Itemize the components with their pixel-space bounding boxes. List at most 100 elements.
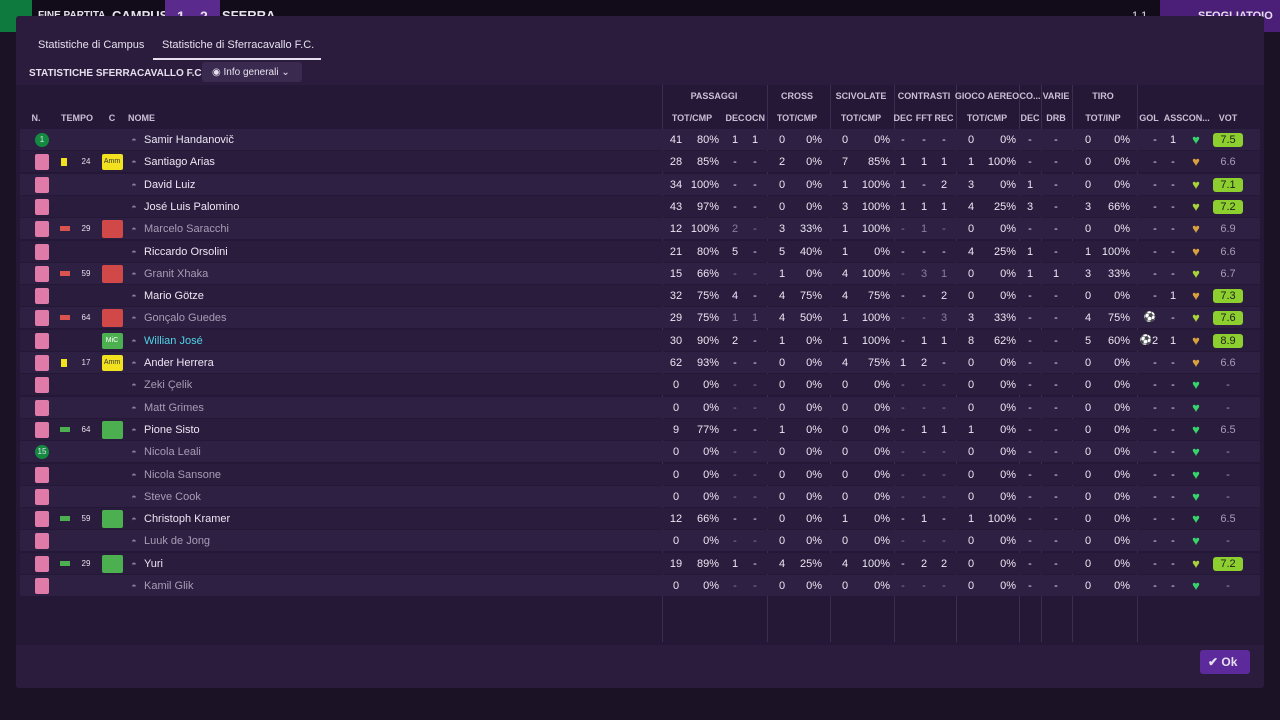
stat-cell: 0 bbox=[1084, 178, 1092, 191]
player-icon: ◓ bbox=[131, 581, 137, 591]
stat-cell: 60% bbox=[1107, 334, 1130, 347]
stat-cell: 0% bbox=[1114, 223, 1130, 236]
stat-cell: 0% bbox=[1114, 446, 1130, 459]
ok-text[interactable]: Ok bbox=[1221, 655, 1238, 669]
stat-cell: - bbox=[1028, 357, 1032, 369]
stat-cell: 0 bbox=[967, 223, 975, 236]
player-name[interactable]: Santiago Arias bbox=[144, 156, 215, 169]
stat-cell: 80% bbox=[696, 134, 719, 146]
stat-cell: - bbox=[901, 557, 905, 570]
rating: 8.9 bbox=[1220, 334, 1236, 347]
player-name[interactable]: Riccardo Orsolini bbox=[144, 245, 228, 258]
sub-icon bbox=[60, 426, 70, 432]
player-name[interactable]: Ander Herrera bbox=[144, 357, 214, 369]
ok-label[interactable]: ✔ Ok bbox=[1208, 655, 1238, 669]
stat-cell: 0% bbox=[874, 401, 890, 414]
stat-cell: 1 bbox=[751, 312, 759, 325]
stat-cell: - bbox=[1054, 557, 1058, 570]
stat-cell: - bbox=[1028, 156, 1032, 169]
player-name[interactable]: Nicola Leali bbox=[144, 446, 201, 459]
ok-button[interactable] bbox=[1200, 650, 1250, 674]
stat-cell: 0% bbox=[806, 468, 822, 481]
stat-cell: 29 bbox=[669, 312, 683, 325]
condition-heart: ♥ bbox=[1192, 265, 1200, 281]
stat-cell: - bbox=[733, 513, 737, 526]
stat-cell: 66% bbox=[696, 513, 719, 526]
stat-cell: 8 bbox=[967, 334, 975, 347]
stat-cell: - bbox=[753, 156, 757, 169]
stat-cell: 0 bbox=[778, 357, 786, 369]
stat-cell: - bbox=[1171, 156, 1175, 169]
stat-cell: 0% bbox=[874, 423, 890, 436]
player-name[interactable]: Willian José bbox=[144, 334, 203, 347]
stat-cell: 0 bbox=[1084, 223, 1092, 236]
stat-cell: - bbox=[901, 468, 905, 481]
player-name[interactable]: Zeki Çelik bbox=[144, 379, 193, 392]
player-name[interactable]: Granit Xhaka bbox=[144, 267, 209, 280]
stat-cell: 41 bbox=[669, 134, 683, 146]
stat-cell: 3 bbox=[967, 312, 975, 325]
player-name[interactable]: Matt Grimes bbox=[144, 401, 204, 414]
stat-cell: 0 bbox=[1084, 401, 1092, 414]
player-icon: ◓ bbox=[131, 246, 137, 257]
stat-cell: 0% bbox=[703, 468, 719, 481]
stat-cell: 2 bbox=[940, 178, 948, 191]
stat-cell: 1 bbox=[940, 334, 948, 347]
player-name[interactable]: Nicola Sansone bbox=[144, 468, 222, 481]
stat-cell: 2 bbox=[940, 290, 948, 303]
stat-cell: - bbox=[1171, 401, 1175, 414]
rating: 7.2 bbox=[1220, 557, 1236, 570]
tab-active[interactable]: Statistiche di Sferracavallo F.C. bbox=[162, 39, 315, 51]
player-name[interactable]: Christoph Kramer bbox=[144, 513, 231, 526]
stat-cell: 0 bbox=[672, 490, 680, 503]
stat-cell: 0 bbox=[841, 490, 849, 503]
stat-cell: 85% bbox=[867, 156, 890, 169]
player-name[interactable]: Mario Götze bbox=[144, 290, 204, 303]
tab[interactable]: Statistiche di Campus bbox=[38, 39, 145, 51]
player-name[interactable]: Yuri bbox=[144, 557, 163, 570]
stat-cell: 1 bbox=[920, 423, 928, 436]
stat-cell: - bbox=[753, 513, 757, 526]
player-name[interactable]: Marcelo Saracchi bbox=[144, 223, 229, 236]
player-name[interactable]: Gonçalo Guedes bbox=[144, 312, 227, 325]
rating: - bbox=[1226, 401, 1230, 414]
stat-cell: 0% bbox=[1114, 490, 1130, 503]
dropdown-label[interactable]: ◉ Info generali ⌄ bbox=[212, 67, 290, 78]
stat-cell: 0 bbox=[672, 446, 680, 459]
player-name[interactable]: José Luis Palomino bbox=[144, 200, 240, 213]
stat-cell: 1 bbox=[778, 267, 786, 280]
row-background bbox=[20, 508, 1260, 530]
column-header: NOME bbox=[128, 113, 155, 123]
stat-cell: 75% bbox=[696, 312, 719, 325]
stat-cell: - bbox=[1028, 446, 1032, 459]
stat-cell: - bbox=[733, 468, 737, 481]
stat-cell: 0% bbox=[1114, 401, 1130, 414]
stat-cell: - bbox=[1054, 223, 1058, 236]
stat-cell: 0% bbox=[703, 446, 719, 459]
stat-cell: 0% bbox=[874, 513, 890, 526]
stat-cell: - bbox=[753, 423, 757, 436]
player-name[interactable]: Luuk de Jong bbox=[144, 535, 211, 548]
column-header: TOT/INP bbox=[1085, 113, 1121, 123]
player-name[interactable]: David Luiz bbox=[144, 178, 196, 191]
player-name[interactable]: Steve Cook bbox=[144, 490, 201, 503]
stat-cell: - bbox=[942, 468, 946, 481]
player-name[interactable]: Pione Sisto bbox=[144, 423, 200, 436]
rating: 6.6 bbox=[1220, 156, 1236, 169]
dropdown[interactable] bbox=[202, 62, 302, 82]
row-background bbox=[20, 262, 1260, 284]
stat-cell: - bbox=[1153, 423, 1157, 436]
player-icon: ◓ bbox=[131, 491, 137, 502]
player-name[interactable]: Samir Handanovič bbox=[144, 134, 234, 146]
dropdown-text[interactable]: Info generali bbox=[223, 67, 279, 78]
column-header: TOT/CMP bbox=[776, 113, 818, 123]
player-name[interactable]: Kamil Glik bbox=[144, 580, 194, 592]
stat-cell: 0 bbox=[1084, 446, 1092, 459]
stat-cell: 66% bbox=[1107, 200, 1130, 213]
stat-cell: - bbox=[901, 535, 905, 548]
stat-cell: 0% bbox=[874, 490, 890, 503]
stat-cell: - bbox=[922, 401, 926, 414]
column-header: VOT bbox=[1218, 113, 1238, 123]
column-header: FFT bbox=[915, 113, 933, 123]
rating: - bbox=[1226, 468, 1230, 481]
